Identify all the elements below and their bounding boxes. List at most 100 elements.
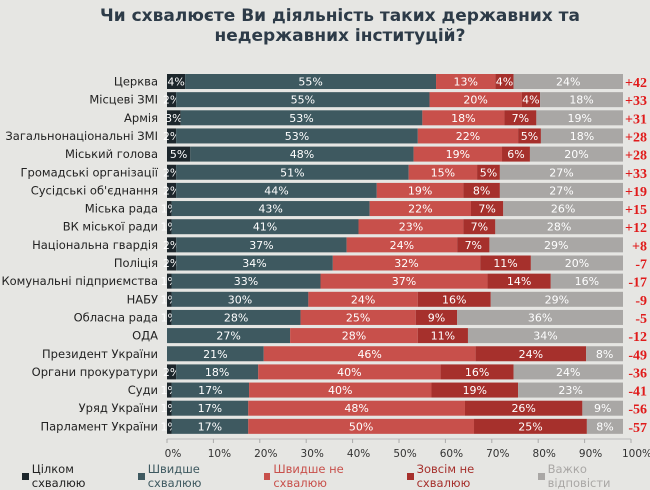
bar-segment (167, 273, 172, 289)
category-label: Органи прокуратури (32, 365, 158, 379)
chart-title: Чи схвалюєте Ви діяльність таких державн… (100, 6, 580, 46)
data-label: 20% (463, 94, 487, 107)
net-balance-label: -56 (628, 403, 647, 418)
data-label: 28% (342, 330, 366, 343)
bar-segment (513, 364, 623, 380)
bar-segment (415, 309, 458, 325)
data-label: 29% (544, 239, 568, 252)
category-label: Громадські організації (21, 165, 159, 179)
net-balance-label: +33 (625, 94, 647, 109)
data-label: 48% (290, 148, 314, 161)
category-label: Поліція (114, 256, 158, 270)
data-label: 40% (337, 366, 361, 379)
bar-segment (176, 364, 259, 380)
category-label: Міський голова (65, 147, 158, 161)
bar-segment (417, 128, 519, 144)
data-label: 55% (291, 94, 315, 107)
legend-swatch (263, 472, 271, 480)
bar-segment (167, 182, 177, 198)
data-label: 19% (463, 384, 487, 397)
net-balance-label: -36 (628, 366, 647, 381)
bar-segment (471, 201, 504, 217)
net-balance-label: -41 (628, 385, 647, 400)
data-label: 55% (298, 76, 322, 89)
x-tick-label: 20% (254, 448, 277, 460)
bar-segment (474, 418, 587, 434)
bar-segment (457, 309, 623, 325)
data-label: 37% (392, 275, 416, 288)
bar-segment (376, 182, 464, 198)
data-label: 27% (549, 184, 573, 197)
data-label: 40% (328, 384, 352, 397)
data-label: 7% (471, 221, 488, 234)
data-label: 16% (465, 366, 489, 379)
bar-segment (185, 74, 437, 89)
data-label: 24% (390, 239, 414, 252)
data-label: 34% (242, 257, 266, 270)
data-label: 2% (163, 257, 180, 270)
bar-segment (550, 273, 623, 289)
data-label: 29% (545, 293, 569, 306)
data-label: 23% (558, 384, 582, 397)
bar-segment (167, 92, 177, 108)
category-label: Міська рада (85, 202, 158, 216)
data-label: 27% (549, 166, 573, 179)
data-label: 5% (170, 148, 187, 161)
data-label: 36% (528, 311, 552, 324)
legend: Цілком схвалюю Швидше схвалюю Швидше не сх… (22, 462, 650, 490)
legend-swatch (537, 472, 545, 480)
bar-segment (495, 219, 623, 235)
data-label: 46% (357, 348, 381, 361)
data-label: 51% (280, 166, 304, 179)
data-label: 9% (428, 311, 445, 324)
data-label: 3% (165, 112, 182, 125)
bar-segment (480, 255, 531, 271)
data-label: 18% (205, 366, 229, 379)
bar-segment (176, 237, 347, 253)
bar-segment (490, 291, 623, 307)
bar-segment (167, 237, 177, 253)
net-balance-label: +33 (625, 167, 647, 182)
bar-segment (176, 255, 333, 271)
net-balance-label: +28 (625, 149, 647, 164)
bar-segment (464, 400, 583, 416)
data-label: 24% (519, 348, 543, 361)
legend-label: Швидше схвалюю (147, 462, 202, 490)
bar-segment (167, 146, 191, 162)
data-label: 32% (394, 257, 418, 270)
bar-segment (190, 146, 414, 162)
bar-segment (504, 110, 537, 126)
bar-segment (358, 219, 464, 235)
data-label: 5% (480, 166, 497, 179)
data-label: 43% (258, 203, 282, 216)
data-label: 11% (493, 257, 517, 270)
net-balance-label: -7 (635, 258, 647, 273)
data-label: 4% (496, 76, 513, 89)
bar-segment (440, 364, 514, 380)
x-tick-label: 10% (208, 448, 231, 460)
net-balance-label: +42 (625, 76, 647, 91)
bar-segment (258, 364, 441, 380)
data-label: 48% (344, 402, 368, 415)
data-label: 7% (465, 239, 482, 252)
legend-item: Зовсім не схвалюю (406, 462, 528, 490)
legend-swatch (22, 472, 29, 480)
data-label: 19% (446, 148, 470, 161)
net-balance-label: -57 (628, 421, 647, 436)
bar-segment (167, 382, 172, 398)
bar-segment (503, 201, 623, 217)
legend-item: Важко відповісти (537, 462, 650, 490)
data-label: 2% (163, 94, 180, 107)
bar-segment (263, 346, 476, 362)
data-label: 11% (431, 330, 455, 343)
bar-segment (408, 164, 478, 180)
x-tick-label: 60% (440, 448, 463, 460)
bar-segment (176, 164, 409, 180)
data-label: 7% (478, 203, 495, 216)
bar-segment (167, 309, 172, 325)
data-label: 24% (556, 366, 580, 379)
bar-segment (499, 182, 623, 198)
category-label: ОДА (132, 329, 158, 343)
net-balance-label: +12 (625, 221, 647, 236)
data-label: 7% (512, 112, 529, 125)
